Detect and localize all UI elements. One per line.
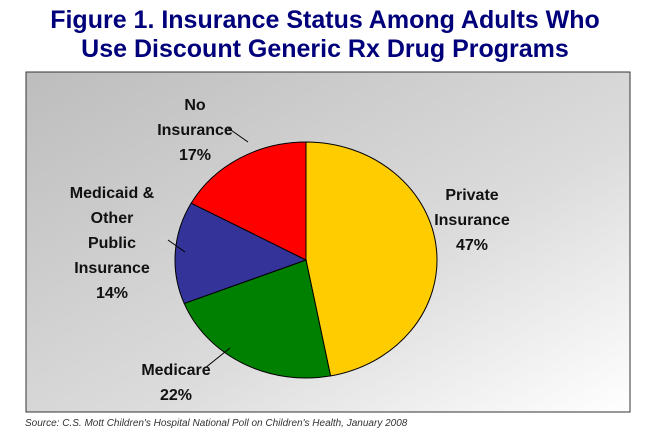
slice-name-label: Insurance: [74, 260, 150, 277]
slice-name-label: Other: [91, 210, 134, 227]
slice-name-label: Public: [88, 235, 136, 252]
slice-name-label: No: [184, 97, 206, 114]
chart-title-line-1: Figure 1. Insurance Status Among Adults …: [50, 6, 600, 34]
slice-value-label: 14%: [96, 285, 128, 302]
slice-value-label: 47%: [456, 237, 488, 254]
pie-slice-medicare: [183, 259, 332, 379]
leader-line: [204, 347, 231, 369]
leader-line: [227, 127, 249, 143]
pie-slice-private-insurance: [305, 141, 438, 377]
slice-label: Medicaid & Other Public Insurance 14%: [70, 185, 155, 302]
slice-name-label: Insurance: [157, 122, 233, 139]
slice-name-label: Insurance: [434, 212, 510, 229]
slice-label: Medicare 22%: [141, 362, 210, 404]
leader-line: [167, 239, 186, 253]
pie-slice-no-insurance: [190, 141, 307, 261]
slice-label: No Insurance 17%: [157, 97, 233, 164]
source-note: Source: C.S. Mott Children's Hospital Na…: [25, 418, 408, 429]
slice-value-label: 22%: [160, 387, 192, 404]
chart-title-line-2: Use Discount Generic Rx Drug Programs: [81, 35, 569, 63]
slice-value-label: 17%: [179, 147, 211, 164]
chart-title: Figure 1. Insurance Status Among Adults …: [0, 6, 650, 64]
slice-name-label: Medicare: [141, 362, 210, 379]
slice-name-label: Private: [445, 187, 498, 204]
slice-name-label: Medicaid &: [70, 185, 155, 202]
pie-slice-medicaid-other-public-insurance: [174, 202, 308, 305]
slice-label: Private Insurance 47%: [434, 187, 510, 254]
